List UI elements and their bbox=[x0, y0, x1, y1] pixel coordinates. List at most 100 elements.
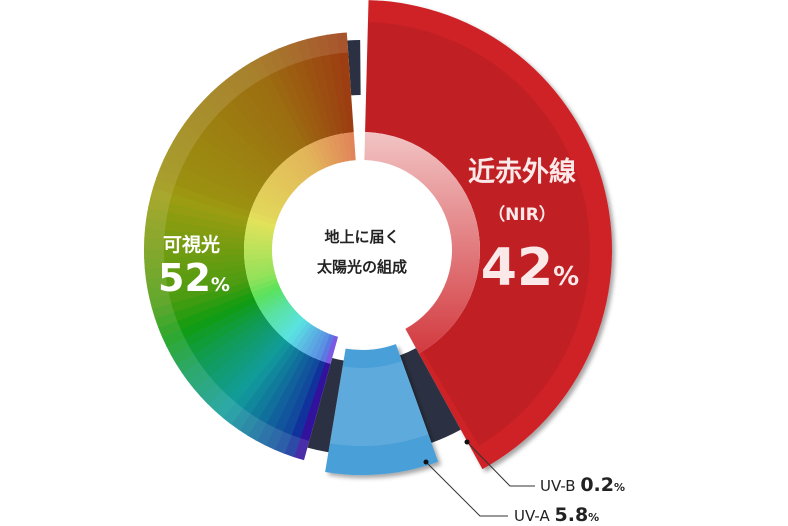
chart-title-line2: 太陽光の組成 bbox=[316, 258, 407, 276]
visible-slice-segment bbox=[306, 36, 339, 136]
visible-slice-inner-segment bbox=[258, 293, 286, 313]
visible-slice-inner-segment bbox=[246, 221, 275, 233]
visible-slice-inner-segment bbox=[265, 176, 292, 199]
visible-slice-segment bbox=[238, 347, 301, 436]
visible-slice-segment bbox=[167, 140, 261, 197]
visible-slice-inner-segment bbox=[326, 135, 340, 165]
visible-slice-segment bbox=[144, 226, 245, 244]
visible-slice-inner-segment bbox=[248, 273, 277, 288]
visible-slice-segment bbox=[203, 92, 281, 170]
visible-slice-segment bbox=[144, 247, 245, 259]
visible-slice-inner-segment bbox=[316, 138, 332, 167]
visible-slice-segment bbox=[151, 281, 251, 319]
visible-slice-segment bbox=[233, 67, 298, 155]
visible-slice-segment bbox=[148, 196, 248, 228]
uv-visible-separator bbox=[307, 357, 344, 453]
visible-slice-inner-segment bbox=[244, 253, 273, 261]
visible-slice-inner-segment bbox=[267, 303, 293, 326]
visible-value: 52% bbox=[158, 256, 230, 300]
visible-slice-inner-segment bbox=[270, 307, 296, 330]
visible-slice-inner-segment bbox=[278, 313, 302, 338]
uva-label: UV-A 5.8% bbox=[514, 504, 599, 526]
nir-value-unit: % bbox=[553, 262, 580, 292]
uva-name: UV-A bbox=[514, 507, 550, 525]
uvb-value: 0.2 bbox=[580, 474, 614, 496]
visible-slice-inner-segment bbox=[309, 330, 327, 359]
visible-slice-inner-segment bbox=[254, 195, 283, 213]
visible-slice-segment bbox=[241, 61, 303, 152]
visible-label: 可視光 bbox=[163, 234, 221, 256]
visible-slice-inner-segment bbox=[283, 157, 307, 183]
visible-slice-inner-segment bbox=[268, 172, 294, 195]
visible-slice-segment bbox=[222, 340, 292, 425]
visible-slice-segment bbox=[214, 336, 287, 419]
nir-slice-inner-ring bbox=[364, 132, 480, 354]
visible-slice-inner-segment bbox=[292, 151, 313, 178]
visible-slice-segment bbox=[230, 343, 296, 431]
visible-slice-inner-segment bbox=[295, 324, 315, 351]
visible-slice-segment bbox=[277, 44, 323, 142]
visible-slice-segment bbox=[250, 56, 308, 149]
visible-slice-inner-segment bbox=[244, 248, 273, 255]
visible-slice-inner-segment bbox=[252, 200, 281, 217]
uvb-leader-dot bbox=[464, 439, 470, 445]
nir-slice bbox=[365, 0, 613, 470]
visible-slice-inner-segment bbox=[324, 335, 339, 364]
visible-slice-inner-segment bbox=[244, 231, 274, 242]
visible-slice-inner-segment bbox=[306, 143, 324, 171]
visible-slice-segment bbox=[146, 206, 247, 233]
visible-slice-inner-segment bbox=[244, 261, 274, 272]
visible-slice-segment bbox=[157, 291, 254, 338]
nir-sublabel: （NIR） bbox=[488, 205, 556, 225]
visible-slice-inner-segment bbox=[251, 281, 280, 298]
visible-slice-segment bbox=[296, 38, 333, 138]
uva-unit: % bbox=[588, 511, 600, 524]
visible-slice-segment bbox=[336, 32, 354, 133]
visible-slice-inner-segment bbox=[314, 332, 331, 361]
visible-slice-segment bbox=[150, 186, 250, 222]
visible-slice-segment bbox=[163, 149, 258, 202]
visible-slice-inner-segment bbox=[337, 133, 348, 162]
visible-slice-inner-segment bbox=[259, 185, 287, 206]
uvb-label: UV-B 0.2% bbox=[540, 474, 625, 496]
visible-slice-segment bbox=[175, 311, 265, 374]
visible-slice-inner-segment bbox=[247, 215, 276, 229]
visible-slice-inner-segment bbox=[255, 289, 284, 308]
visible-slice-inner-segment bbox=[274, 310, 299, 334]
visible-slice-inner-segment bbox=[245, 226, 274, 237]
nir-value: 42% bbox=[460, 238, 600, 298]
visible-slice-segment bbox=[145, 264, 246, 290]
visible-slice-inner-segment bbox=[250, 205, 279, 221]
visible-slice-segment bbox=[187, 320, 272, 390]
visible-slice-inner-segment bbox=[304, 328, 323, 356]
visible-slice-segment bbox=[196, 99, 277, 174]
nir-value-number: 42 bbox=[480, 238, 554, 298]
visible-slice-inner-segment bbox=[290, 321, 312, 348]
visible-slice-inner-segment bbox=[321, 137, 336, 166]
visible-slice-segment bbox=[159, 158, 255, 207]
uva-leader-dot bbox=[423, 459, 429, 465]
chart-title: 地上に届く 太陽光の組成 bbox=[292, 222, 432, 282]
visible-slice-segment bbox=[316, 34, 344, 135]
chart-title-line1: 地上に届く bbox=[324, 228, 400, 246]
uvb-unit: % bbox=[613, 481, 626, 494]
visible-slice-inner-segment bbox=[261, 296, 288, 317]
visible-slice-inner-segment bbox=[256, 190, 285, 209]
visible-slice-inner-segment bbox=[279, 161, 303, 186]
visible-slice-inner-segment bbox=[262, 181, 289, 202]
uvb-leader-line bbox=[466, 441, 535, 487]
visible-slice-inner-segment bbox=[245, 265, 275, 277]
visible-slice-inner-segment bbox=[272, 168, 297, 192]
visible-value-number: 52 bbox=[158, 256, 211, 300]
visible-slice-segment bbox=[155, 167, 253, 212]
visible-slice-segment bbox=[147, 270, 248, 300]
visible-slice-segment bbox=[144, 259, 246, 280]
uva-slice bbox=[325, 344, 439, 475]
visible-slice-inner-segment bbox=[282, 316, 305, 342]
uvb-name: UV-B bbox=[540, 477, 576, 495]
visible-slice-segment bbox=[287, 41, 328, 140]
visible-slice-inner-segment bbox=[332, 134, 344, 163]
visible-slice-segment bbox=[181, 316, 268, 382]
visible-slice-segment bbox=[326, 33, 350, 134]
nir-label: 近赤外線 bbox=[468, 157, 576, 188]
